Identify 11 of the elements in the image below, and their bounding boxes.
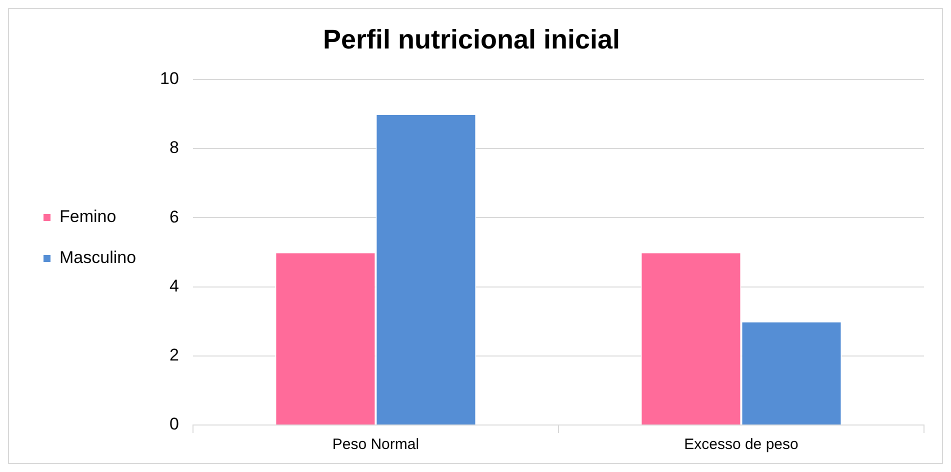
y-tick-label: 2 <box>169 346 179 365</box>
legend-label: Femino <box>60 207 116 226</box>
y-tick-label: 0 <box>169 414 179 434</box>
x-tick-label: Peso Normal <box>332 436 420 454</box>
y-tick-label: 10 <box>160 69 179 88</box>
y-tick-label: 4 <box>169 276 179 296</box>
chart-title: Perfil nutricional inicial <box>322 24 620 55</box>
y-tick-label: 8 <box>169 138 179 158</box>
x-tick-label: Excesso de peso <box>684 436 798 454</box>
y-tick-label: 6 <box>169 207 179 226</box>
legend-label: Masculino <box>60 248 136 268</box>
